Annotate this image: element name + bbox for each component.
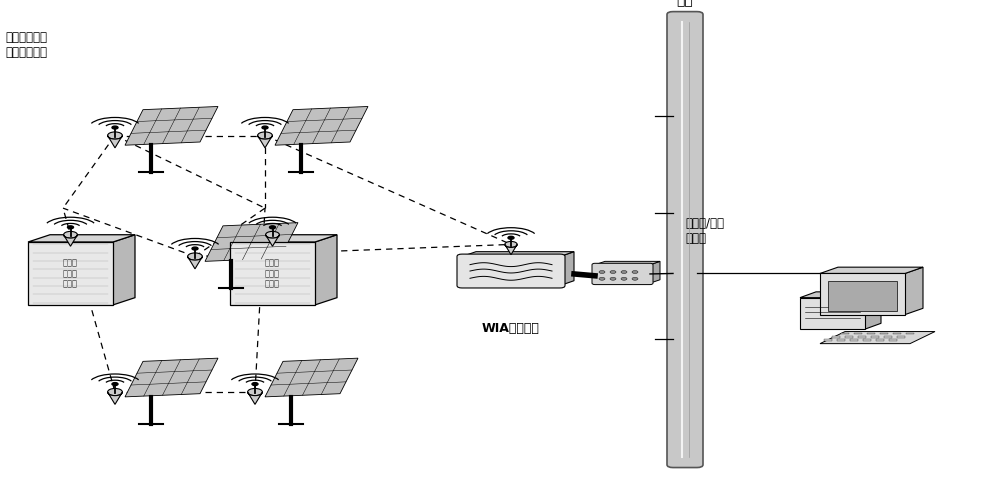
Polygon shape [462, 252, 574, 257]
Text: WIA无线网关: WIA无线网关 [482, 322, 540, 335]
Circle shape [508, 236, 514, 239]
Circle shape [621, 277, 627, 280]
Bar [867, 333, 875, 334]
Circle shape [252, 382, 258, 385]
Polygon shape [108, 136, 122, 148]
Text: 光纤: 光纤 [677, 0, 693, 7]
Polygon shape [820, 273, 905, 315]
Text: 带无线模块的
跟踪太阳能板: 带无线模块的 跟踪太阳能板 [5, 31, 47, 60]
Polygon shape [113, 235, 135, 305]
Circle shape [270, 226, 276, 229]
Bar [906, 333, 914, 334]
Polygon shape [230, 235, 337, 242]
Bar [832, 336, 840, 338]
Bar [871, 336, 879, 338]
Polygon shape [905, 267, 923, 315]
Polygon shape [258, 136, 272, 148]
FancyBboxPatch shape [457, 254, 565, 288]
Polygon shape [315, 235, 337, 305]
Circle shape [505, 242, 517, 247]
Bar [837, 339, 845, 341]
Circle shape [258, 132, 272, 139]
Polygon shape [505, 244, 517, 255]
Circle shape [610, 277, 616, 280]
Bar [863, 339, 871, 341]
Bar [824, 339, 832, 341]
Circle shape [112, 126, 118, 129]
Bar [880, 333, 888, 334]
Polygon shape [205, 223, 298, 261]
Text: 带无线
模块的
汇流箱: 带无线 模块的 汇流箱 [63, 258, 78, 288]
Circle shape [621, 271, 627, 273]
Polygon shape [266, 235, 279, 246]
Polygon shape [560, 252, 574, 286]
Bar [845, 336, 853, 338]
FancyBboxPatch shape [667, 12, 703, 468]
Polygon shape [275, 106, 368, 145]
Bar [893, 333, 901, 334]
Bar [854, 333, 862, 334]
Bar [841, 333, 849, 334]
FancyBboxPatch shape [592, 263, 653, 285]
Bar [876, 339, 884, 341]
Polygon shape [800, 292, 881, 298]
Bar [884, 336, 892, 338]
Polygon shape [265, 358, 358, 397]
Bar [850, 339, 858, 341]
Circle shape [599, 271, 605, 273]
Polygon shape [188, 257, 202, 269]
Polygon shape [865, 292, 881, 329]
Circle shape [262, 126, 268, 129]
Circle shape [632, 271, 638, 273]
Polygon shape [230, 242, 315, 305]
Circle shape [248, 389, 262, 395]
Circle shape [68, 226, 74, 229]
Polygon shape [820, 267, 923, 273]
Circle shape [64, 231, 77, 238]
Polygon shape [64, 235, 77, 246]
Bar [897, 336, 905, 338]
Bar [858, 336, 866, 338]
Polygon shape [248, 392, 262, 404]
Polygon shape [108, 392, 122, 404]
Circle shape [188, 253, 202, 260]
Circle shape [108, 389, 122, 395]
Circle shape [632, 277, 638, 280]
Text: 以太网/光纤
转换器: 以太网/光纤 转换器 [685, 217, 724, 245]
Circle shape [599, 277, 605, 280]
Polygon shape [125, 106, 218, 145]
Polygon shape [828, 281, 897, 311]
Circle shape [112, 382, 118, 385]
Polygon shape [125, 358, 218, 397]
Circle shape [108, 132, 122, 139]
Polygon shape [820, 332, 935, 344]
Circle shape [192, 247, 198, 250]
Polygon shape [28, 235, 135, 242]
Bar [889, 339, 897, 341]
Polygon shape [800, 298, 865, 329]
Polygon shape [595, 261, 660, 265]
Polygon shape [28, 242, 113, 305]
Text: 带无线
模块的
汇流箱: 带无线 模块的 汇流箱 [265, 258, 280, 288]
Polygon shape [650, 261, 660, 283]
Circle shape [266, 231, 279, 238]
Circle shape [610, 271, 616, 273]
